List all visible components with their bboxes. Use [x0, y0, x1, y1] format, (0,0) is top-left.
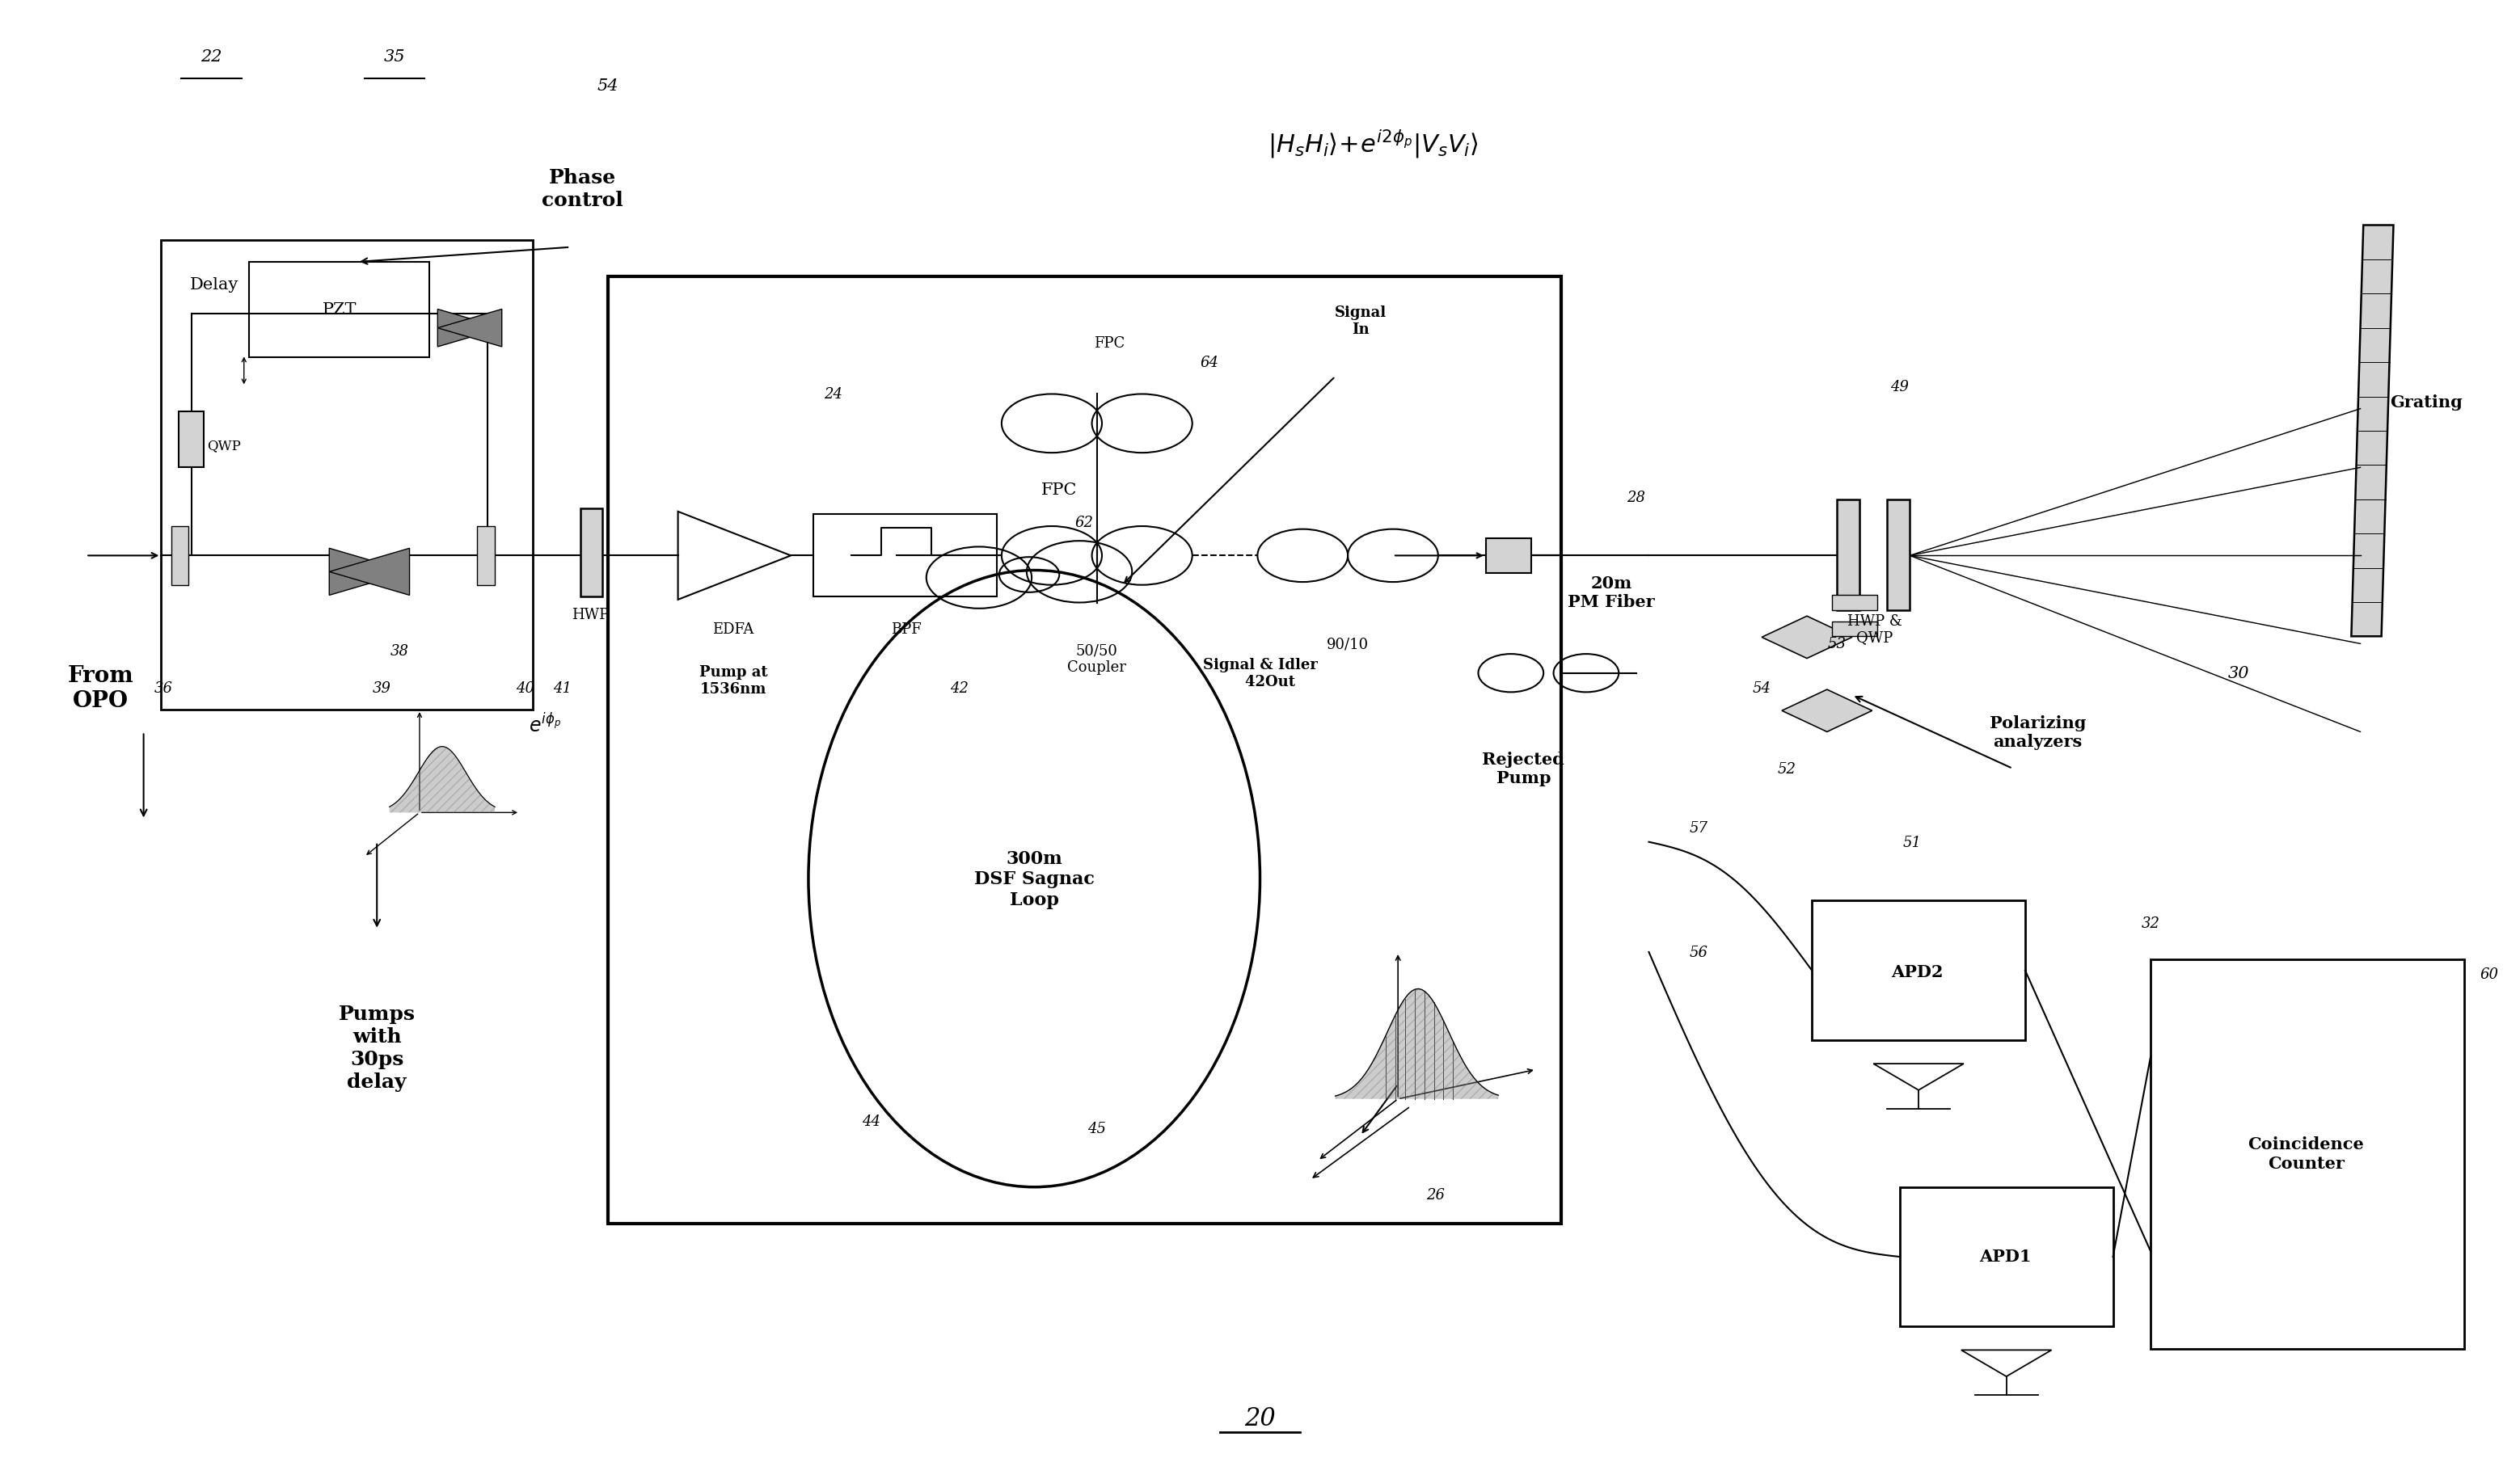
Text: Signal & Idler
    42Out: Signal & Idler 42Out — [1202, 658, 1318, 689]
Text: APD2: APD2 — [1890, 963, 1943, 979]
Text: HWP &
QWP: HWP & QWP — [1847, 614, 1903, 645]
Bar — [814, 515, 995, 598]
Text: 50/50
Coupler: 50/50 Coupler — [1068, 643, 1126, 674]
Bar — [179, 413, 204, 467]
Text: 45: 45 — [1089, 1121, 1106, 1136]
Bar — [249, 262, 428, 358]
Text: 54: 54 — [597, 78, 617, 95]
Bar — [1487, 538, 1532, 574]
Text: PZT: PZT — [323, 302, 355, 317]
Polygon shape — [438, 309, 501, 348]
Polygon shape — [1782, 689, 1872, 732]
Text: From
OPO: From OPO — [68, 664, 134, 711]
Text: 35: 35 — [383, 49, 406, 65]
Text: 41: 41 — [554, 680, 572, 695]
Text: Polarizing
analyzers: Polarizing analyzers — [1988, 714, 2087, 750]
Text: 32: 32 — [2142, 916, 2160, 930]
Text: 26: 26 — [1426, 1188, 1444, 1202]
Polygon shape — [438, 309, 501, 348]
Text: 40: 40 — [517, 680, 534, 695]
Bar — [607, 277, 1560, 1223]
Text: 36: 36 — [154, 680, 174, 695]
Polygon shape — [1761, 617, 1852, 658]
Text: Pumps
with
30ps
delay: Pumps with 30ps delay — [338, 1004, 416, 1092]
Text: Signal
In: Signal In — [1336, 306, 1386, 337]
Bar — [580, 509, 602, 598]
Text: 38: 38 — [391, 645, 408, 658]
Text: QWP: QWP — [207, 439, 242, 453]
Text: APD1: APD1 — [1978, 1248, 2031, 1265]
Text: $e^{i\phi_p}$: $e^{i\phi_p}$ — [529, 713, 562, 737]
Text: 54: 54 — [1751, 680, 1772, 695]
Text: 22: 22 — [202, 49, 222, 65]
Text: 20: 20 — [1245, 1405, 1275, 1430]
Bar — [2150, 960, 2465, 1349]
Text: 300m
DSF Sagnac
Loop: 300m DSF Sagnac Loop — [975, 849, 1094, 908]
Text: 52: 52 — [1777, 762, 1797, 776]
Text: Grating: Grating — [2391, 393, 2462, 410]
Bar — [476, 527, 494, 586]
Bar — [1832, 596, 1877, 611]
Bar — [1812, 901, 2026, 1040]
Bar — [1887, 500, 1910, 611]
Text: FPC: FPC — [1041, 482, 1076, 497]
Text: 53: 53 — [1827, 637, 1847, 651]
Text: 56: 56 — [1691, 945, 1709, 960]
Polygon shape — [2351, 226, 2394, 637]
Bar — [1832, 623, 1877, 637]
Text: EDFA: EDFA — [713, 623, 753, 636]
Text: Delay: Delay — [189, 277, 239, 293]
Polygon shape — [330, 549, 411, 596]
Text: 57: 57 — [1691, 821, 1709, 834]
Bar — [161, 241, 532, 710]
Text: 24: 24 — [824, 387, 842, 402]
Text: Coincidence
Counter: Coincidence Counter — [2248, 1136, 2364, 1171]
Text: 90/10: 90/10 — [1326, 637, 1368, 651]
Polygon shape — [330, 549, 411, 596]
Bar — [1900, 1188, 2112, 1327]
Text: HWP: HWP — [572, 608, 610, 623]
Text: 64: 64 — [1200, 355, 1220, 370]
Text: 44: 44 — [862, 1114, 879, 1128]
Text: 30: 30 — [2228, 666, 2250, 682]
Text: 28: 28 — [1628, 490, 1646, 504]
Text: 62: 62 — [1076, 515, 1094, 529]
Text: 60: 60 — [2480, 967, 2500, 982]
Text: 42: 42 — [950, 680, 968, 695]
Text: Pump at
1536nm: Pump at 1536nm — [698, 666, 769, 697]
Text: $|H_sH_i\rangle\!+\!e^{i2\phi_p}|V_sV_i\rangle$: $|H_sH_i\rangle\!+\!e^{i2\phi_p}|V_sV_i\… — [1268, 127, 1479, 160]
Text: 39: 39 — [373, 680, 391, 695]
Text: 20m
PM Fiber: 20m PM Fiber — [1567, 575, 1656, 611]
Text: 49: 49 — [1890, 380, 1910, 395]
Text: Rejected
Pump: Rejected Pump — [1482, 751, 1565, 787]
Text: FPC: FPC — [1094, 336, 1124, 351]
Text: Phase
control: Phase control — [542, 169, 622, 210]
Text: BPF: BPF — [892, 623, 922, 636]
Text: 51: 51 — [1903, 836, 1923, 849]
Bar — [171, 527, 189, 586]
Bar — [1837, 500, 1860, 611]
